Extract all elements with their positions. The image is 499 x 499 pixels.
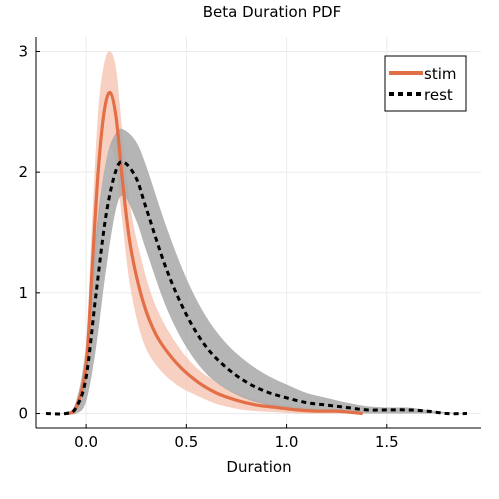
x-tick-label: 1.5 (375, 433, 399, 451)
band-rest (46, 129, 467, 415)
y-tick-label: 0 (18, 405, 28, 423)
x-tick-label: 0.5 (174, 433, 198, 451)
x-tick-label: 0.0 (74, 433, 98, 451)
y-tick-label: 3 (18, 42, 28, 60)
x-tick-label: 1.0 (275, 433, 299, 451)
x-axis-label: Duration (226, 458, 291, 476)
legend-label-rest: rest (424, 86, 453, 104)
y-tick-label: 1 (18, 284, 28, 302)
legend-label-stim: stim (424, 65, 456, 83)
y-tick-label: 2 (18, 163, 28, 181)
chart-title: Beta Duration PDF (203, 3, 342, 21)
legend: stim rest (385, 56, 466, 111)
